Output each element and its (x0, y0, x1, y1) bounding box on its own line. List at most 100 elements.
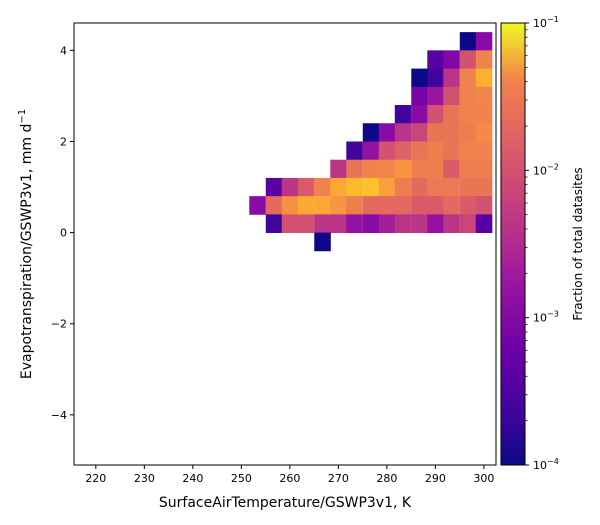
heatmap-cell (411, 86, 428, 106)
heatmap-cell (475, 177, 493, 197)
y-tick-label: −4 (51, 409, 67, 422)
heatmap-cell (443, 141, 460, 161)
heatmap-cell (443, 196, 460, 215)
heatmap-cell (330, 159, 347, 179)
heatmap-cell (475, 105, 493, 124)
x-tick-label: 260 (279, 472, 300, 485)
heatmap-cell (459, 177, 477, 197)
heatmap-cell (362, 159, 380, 179)
heatmap-cell (459, 123, 477, 142)
heatmap-cell (411, 105, 428, 124)
heatmap-cell (394, 196, 412, 215)
heatmap-cell (378, 214, 396, 234)
x-tick-label: 300 (473, 472, 494, 485)
heatmap-cell (459, 159, 477, 179)
heatmap-cell (427, 196, 444, 215)
heatmap-cell (314, 214, 331, 234)
heatmap-cell (427, 123, 444, 142)
heatmap-cell (411, 196, 428, 215)
heatmap-cell (394, 105, 412, 124)
heatmap-cell (427, 50, 444, 69)
heatmap-cell (378, 159, 396, 179)
heatmap-cell (281, 214, 299, 234)
heatmap-cell (330, 196, 347, 215)
heatmap-cell (394, 159, 412, 179)
heatmap-cell (281, 177, 299, 197)
y-tick-label: 2 (60, 135, 67, 148)
x-axis-label: SurfaceAirTemperature/GSWP3v1, K (159, 495, 412, 511)
x-tick-label: 280 (376, 472, 397, 485)
heatmap-cell (427, 214, 444, 234)
heatmap-cells (249, 32, 493, 252)
plot-frame (73, 22, 497, 466)
heatmap-cell (459, 50, 477, 69)
heatmap-cell (330, 214, 347, 234)
y-tick-label: 0 (60, 227, 67, 240)
heatmap-cell (411, 141, 428, 161)
heatmap-cell (265, 196, 283, 215)
heatmap-cell (378, 177, 396, 197)
heatmap-cell (459, 214, 477, 234)
colorbar-tick-label: 10−4 (533, 457, 559, 472)
x-axis: 220 230 240 250 260 270 280 290 300 (85, 465, 494, 485)
heatmap-cell (443, 50, 460, 69)
heatmap-cell (394, 177, 412, 197)
heatmap-cell (475, 214, 493, 234)
heatmap-cell (443, 123, 460, 142)
heatmap-cell (378, 196, 396, 215)
colorbar-tick-base: 10 (533, 459, 547, 472)
heatmap-cell (394, 214, 412, 234)
heatmap-cell (362, 123, 380, 142)
heatmap-cell (378, 123, 396, 142)
colorbar-tick-base: 10 (533, 17, 547, 30)
y-axis-label-text: Evapotranspiration/GSWP3v1, mm d (19, 124, 35, 379)
heatmap-cell (459, 32, 477, 51)
heatmap-cell (362, 177, 380, 197)
colorbar-tick-exponent: −1 (547, 15, 559, 24)
heatmap-cell (411, 68, 428, 88)
heatmap-cell (459, 68, 477, 88)
heatmap-cell (475, 141, 493, 161)
heatmap-cell (443, 159, 460, 179)
heatmap-cell (362, 141, 380, 161)
heatmap-cell (475, 86, 493, 106)
heatmap-cell (297, 196, 315, 215)
heatmap-cell (443, 105, 460, 124)
heatmap-cell (297, 214, 315, 234)
x-tick-label: 230 (134, 472, 155, 485)
y-tick-label: 4 (60, 44, 67, 57)
heatmap-cell (346, 159, 363, 179)
y-axis: −4 −2 0 2 4 (51, 44, 74, 422)
heatmap-cell (443, 86, 460, 106)
heatmap-cell (346, 196, 363, 215)
heatmap-cell (459, 141, 477, 161)
colorbar-label: Fraction of total datasites (571, 167, 585, 320)
heatmap-cell (265, 214, 283, 234)
heatmap-cell (394, 123, 412, 142)
colorbar-ticks: 10−110−210−310−4 (525, 15, 559, 472)
colorbar-tick-exponent: −4 (547, 457, 559, 466)
heatmap-cell (459, 86, 477, 106)
heatmap-cell (475, 50, 493, 69)
heatmap-cell (459, 105, 477, 124)
y-axis-label-exponent: −1 (17, 109, 28, 124)
heatmap-cell (475, 123, 493, 142)
heatmap-cell (411, 159, 428, 179)
heatmap-cell (411, 177, 428, 197)
heatmap-cell (378, 141, 396, 161)
heatmap-cell (394, 141, 412, 161)
colorbar-tick-base: 10 (533, 312, 547, 325)
heatmap-cell (443, 214, 460, 234)
heatmap-cell (330, 177, 347, 197)
heatmap-cell (411, 214, 428, 234)
heatmap-cell (427, 159, 444, 179)
heatmap-cell (314, 177, 331, 197)
colorbar-tick-base: 10 (533, 164, 547, 177)
heatmap-cell (443, 68, 460, 88)
y-axis-label: Evapotranspiration/GSWP3v1, mm d−1 (17, 109, 35, 379)
x-tick-label: 270 (328, 472, 349, 485)
colorbar-tick-label: 10−3 (533, 310, 559, 325)
heatmap-cell (314, 196, 331, 215)
heatmap-cell (346, 214, 363, 234)
